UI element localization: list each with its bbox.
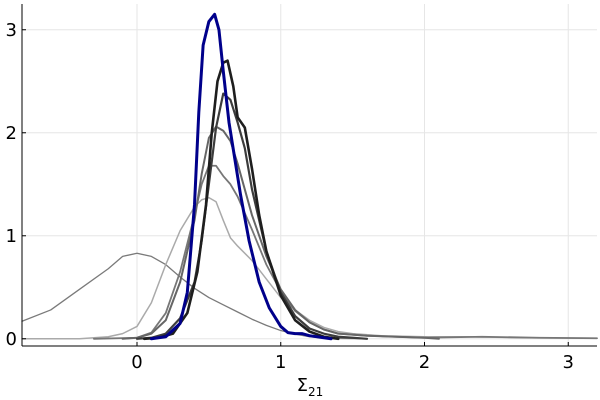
density-line-4 — [121, 125, 440, 340]
series-group — [21, 12, 598, 341]
ticks: 0 1 2 3 0 1 2 3 — [6, 20, 574, 373]
y-tick-label: 2 — [6, 123, 17, 144]
x-tick-label: 1 — [275, 352, 286, 373]
axes — [21, 4, 597, 347]
y-tick-label: 3 — [6, 20, 17, 41]
y-tick-label: 0 — [6, 329, 17, 350]
y-tick-label: 1 — [6, 226, 17, 247]
x-tick-label: 2 — [419, 352, 430, 373]
density-line-2 — [21, 196, 598, 340]
density-line-7 — [149, 12, 333, 341]
density-line-6 — [142, 59, 340, 341]
x-tick-label: 3 — [563, 352, 574, 373]
grid — [22, 4, 597, 346]
x-axis-label: Σ21 — [297, 375, 324, 399]
x-tick-label: 0 — [131, 352, 142, 373]
